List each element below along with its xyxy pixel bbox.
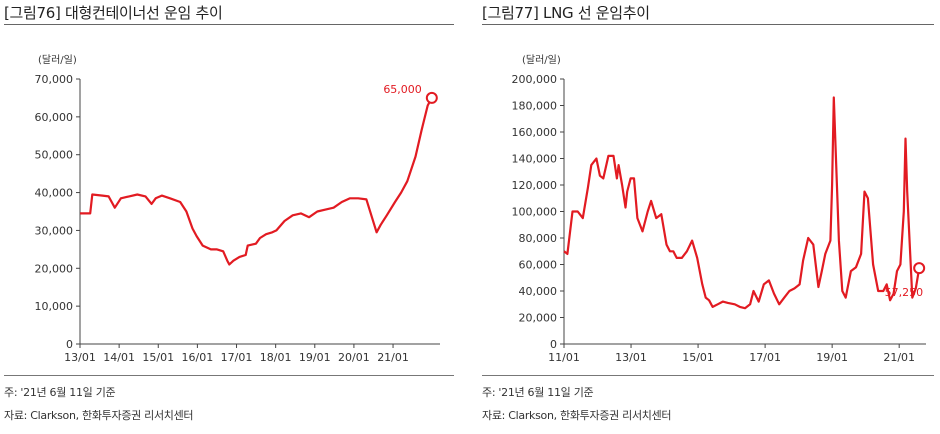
x-tick-label: 11/01 [548,351,580,364]
y-tick-label: 80,000 [519,232,558,245]
y-tick-label: 180,000 [512,100,558,113]
y-tick-label: 100,000 [512,206,558,219]
x-tick-label: 19/01 [816,351,848,364]
y-tick-label: 120,000 [512,179,558,192]
title-rule [482,24,934,25]
y-tick-label: 20,000 [35,262,74,275]
x-tick-label: 18/01 [260,351,292,364]
footer-rule [4,375,454,376]
y-tick-label: 0 [550,338,557,351]
y-tick-label: 40,000 [519,285,558,298]
y-tick-label: 160,000 [512,126,558,139]
endpoint-data-label: 57,250 [885,286,924,299]
series-line [80,97,433,266]
x-tick-label: 14/01 [103,351,135,364]
y-tick-label: 40,000 [35,187,74,200]
endpoint-data-label: 65,000 [383,83,422,96]
y-tick-label: 10,000 [35,300,74,313]
y-tick-label: 70,000 [35,73,74,86]
y-tick-label: 200,000 [512,73,558,86]
chart-title: [그림76] 대형컨테이너선 운임 추이 [4,4,223,22]
x-tick-label: 20/01 [338,351,370,364]
y-tick-label: 60,000 [519,259,558,272]
y-tick-label: 60,000 [35,111,74,124]
container-rate-chart: (달러/일) 70,000 60,000 50,000 40,000 30,000 20,0… [35,54,440,364]
y-tick-label: 50,000 [35,149,74,162]
endpoint-marker [913,262,926,275]
x-tick-label: 21/01 [377,351,409,364]
footer-rule [482,375,934,376]
y-tick-label: 0 [66,338,73,351]
endpoint-marker [425,91,438,104]
series-line [563,96,921,310]
source-note: 자료: Clarkson, 한화투자증권 리서치센터 [482,409,672,422]
y-tick-label: 140,000 [512,153,558,166]
x-tick-label: 15/01 [142,351,174,364]
y-tick-label: 30,000 [35,224,74,237]
x-tick-label: 19/01 [299,351,331,364]
x-tick-label: 13/01 [64,351,96,364]
x-tick-label: 17/01 [221,351,253,364]
x-tick-label: 15/01 [682,351,714,364]
x-tick-label: 21/01 [883,351,915,364]
date-note: 주: '21년 6월 11일 기준 [482,386,594,399]
x-tick-label: 17/01 [749,351,781,364]
lng-rate-chart: (달러/일) 200,000 180,000 160,000 140,000 120,00… [512,54,926,364]
chart-panel-lng-rates: [그림77] LNG 선 운임추이 (달러/일) 200,000 180,000 16… [478,0,940,434]
y-unit-label: (달러/일) [522,54,561,66]
x-tick-label: 13/01 [615,351,647,364]
y-tick-label: 20,000 [519,312,558,325]
chart-panel-container-rates: [그림76] 대형컨테이너선 운임 추이 (달러/일) 70,000 60,000 5… [0,0,460,434]
chart-title: [그림77] LNG 선 운임추이 [482,4,650,22]
date-note: 주: '21년 6월 11일 기준 [4,386,116,399]
y-unit-label: (달러/일) [38,54,77,66]
source-note: 자료: Clarkson, 한화투자증권 리서치센터 [4,409,194,422]
title-rule [4,24,454,25]
x-tick-label: 16/01 [182,351,214,364]
